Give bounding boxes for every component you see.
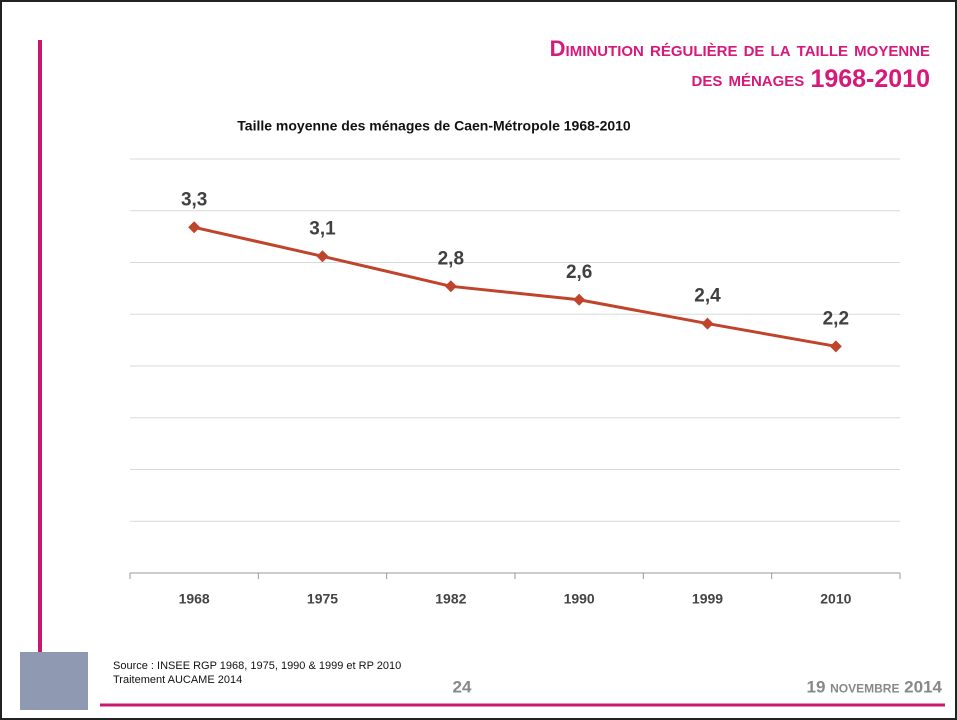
marker [188,221,201,234]
slide-title: des ménages 1968-2010 [692,65,930,93]
marker [829,340,842,353]
x-tick-label: 1982 [435,591,466,607]
logo [20,652,88,710]
x-tick-label: 1975 [307,591,338,607]
x-tick-label: 2010 [820,591,851,607]
x-tick-label: 1990 [564,591,595,607]
source: Source : INSEE RGP 1968, 1975, 1990 & 19… [113,660,401,672]
x-tick-label: 1968 [179,591,210,607]
slide-title: Diminution régulière de la taille moyenn… [550,36,930,61]
data-label: 2,4 [694,286,721,307]
marker [316,250,329,263]
marker [573,293,586,306]
marker [444,280,457,293]
data-label: 2,2 [823,308,849,329]
data-label: 3,1 [309,218,336,239]
data-label: 2,6 [566,262,592,283]
date: 19 novembre 2014 [806,677,942,696]
data-label: 3,3 [181,189,207,210]
x-tick-label: 1999 [692,591,723,607]
chart-title: Taille moyenne des ménages de Caen-Métro… [237,118,631,134]
page-number: 24 [453,677,472,696]
source: Traitement AUCAME 2014 [113,674,242,686]
line [193,225,837,348]
marker [701,317,714,330]
data-label: 2,8 [438,248,464,269]
slide-title-part: des ménages [692,66,805,91]
slide-title-years: 1968-2010 [810,65,930,93]
